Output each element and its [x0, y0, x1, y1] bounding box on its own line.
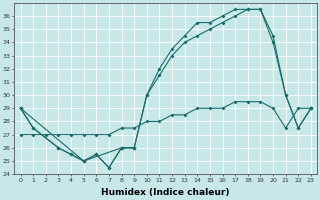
X-axis label: Humidex (Indice chaleur): Humidex (Indice chaleur) [101, 188, 230, 197]
